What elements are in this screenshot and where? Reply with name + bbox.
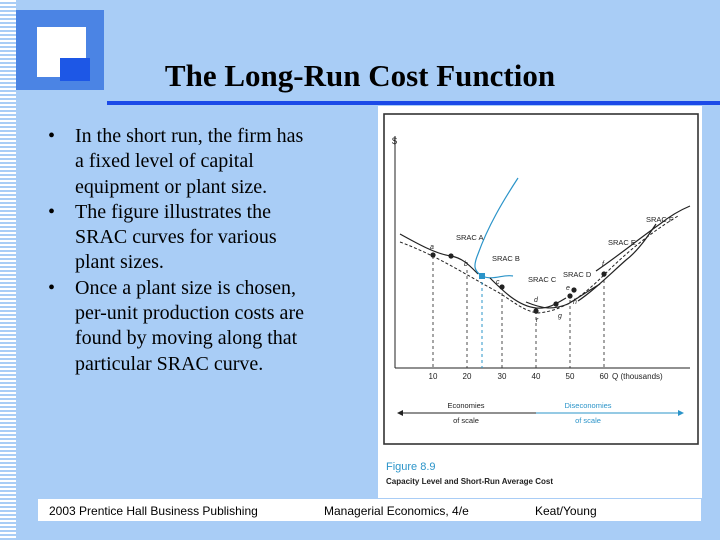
graph-frame: [383, 113, 699, 445]
point-f-label: f: [602, 261, 605, 268]
srac-d-curve: [525, 283, 601, 309]
point-e: [567, 293, 573, 299]
decorative-squares-logo: [0, 0, 120, 100]
bullet-dot: •: [48, 276, 56, 299]
bullet-line: SRAC curves for various: [75, 226, 277, 249]
economies-label-line1: Economies: [447, 401, 484, 410]
srac-e-label: SRAC E: [608, 238, 636, 247]
srac-d-label: SRAC D: [563, 270, 592, 279]
srac-b-curve: [474, 177, 519, 279]
diseconomies-label-line2: of scale: [575, 416, 601, 425]
bullet-list: • In the short run, the firm has a fixed…: [48, 124, 368, 377]
quantity-guides: [432, 256, 605, 368]
bullet-item: • The figure illustrates the SRAC curves…: [48, 200, 368, 276]
bullet-line: In the short run, the firm has: [75, 125, 304, 147]
point-b-label: b: [464, 261, 468, 268]
logo-blue-square: [60, 58, 90, 81]
footer-book-title: Managerial Economics, 4/e: [324, 504, 469, 518]
left-decorative-stripe: [0, 0, 16, 540]
lrac-envelope: [399, 215, 679, 314]
point-d-label: d: [534, 297, 539, 304]
bullet-line: plant sizes.: [75, 251, 164, 274]
x-axis-label: Q (thousands): [612, 372, 663, 381]
point-f: [601, 271, 607, 277]
diseconomies-label-line1: Diseconomies: [564, 401, 611, 410]
srac-c-label: SRAC C: [528, 275, 557, 284]
bullet-line: a fixed level of capital: [75, 150, 254, 173]
point-g-label: g: [558, 313, 562, 320]
footer-authors: Keat/Young: [535, 504, 597, 518]
x-tick-40: 40: [532, 372, 541, 381]
slide-title: The Long-Run Cost Function: [164, 58, 556, 93]
point-a-label: a: [430, 244, 434, 251]
bullet-dot: •: [48, 125, 56, 147]
slide-footer: 2003 Prentice Hall Business Publishing M…: [38, 499, 701, 521]
x-tick-60: 60: [600, 372, 609, 381]
point-b: [448, 253, 454, 259]
cost-curve-diagram: $ Q (thousands): [383, 113, 699, 486]
srac-f-curve: [595, 205, 691, 272]
figure-number: Figure 8.9: [386, 461, 436, 473]
bullet-line: Once a plant size is chosen,: [75, 276, 297, 299]
bullet-dot: •: [48, 200, 56, 223]
cost-curve-figure: $ Q (thousands): [378, 106, 702, 498]
x-tick-30: 30: [498, 372, 507, 381]
curve-points: [430, 252, 607, 314]
x-tick-10: 10: [429, 372, 438, 381]
srac-e-curve: [577, 223, 657, 302]
economies-label-line2: of scale: [453, 416, 479, 425]
point-d: [533, 308, 539, 314]
bullet-line: The figure illustrates the: [75, 200, 272, 223]
bullet-line: found by moving along that: [75, 327, 298, 350]
point-r-label: r: [536, 317, 539, 324]
bullet-item: • Once a plant size is chosen, per-unit …: [48, 276, 368, 377]
point-highlight: [479, 273, 485, 279]
point-a: [430, 252, 436, 258]
x-tick-20: 20: [463, 372, 472, 381]
point-c: [499, 284, 505, 290]
footer-publisher: 2003 Prentice Hall Business Publishing: [49, 504, 258, 518]
point-g: [553, 301, 559, 307]
bullet-line: equipment or plant size.: [75, 175, 268, 198]
srac-a-label: SRAC A: [456, 233, 484, 242]
bullet-line: particular SRAC curve.: [75, 352, 264, 375]
point-c-label: c: [496, 279, 500, 286]
y-axis-label: $: [392, 136, 397, 146]
srac-b-label: SRAC B: [492, 254, 520, 263]
figure-caption: Capacity Level and Short-Run Average Cos…: [386, 477, 553, 486]
title-underline: [107, 101, 720, 105]
srac-f-label: SRAC F: [646, 215, 674, 224]
point-e-label: e: [566, 285, 570, 292]
point-h-label: h: [573, 299, 577, 306]
point-h: [571, 287, 577, 293]
bullet-item: • In the short run, the firm has a fixed…: [48, 124, 368, 200]
x-tick-50: 50: [566, 372, 575, 381]
bullet-line: per-unit production costs are: [75, 302, 304, 325]
